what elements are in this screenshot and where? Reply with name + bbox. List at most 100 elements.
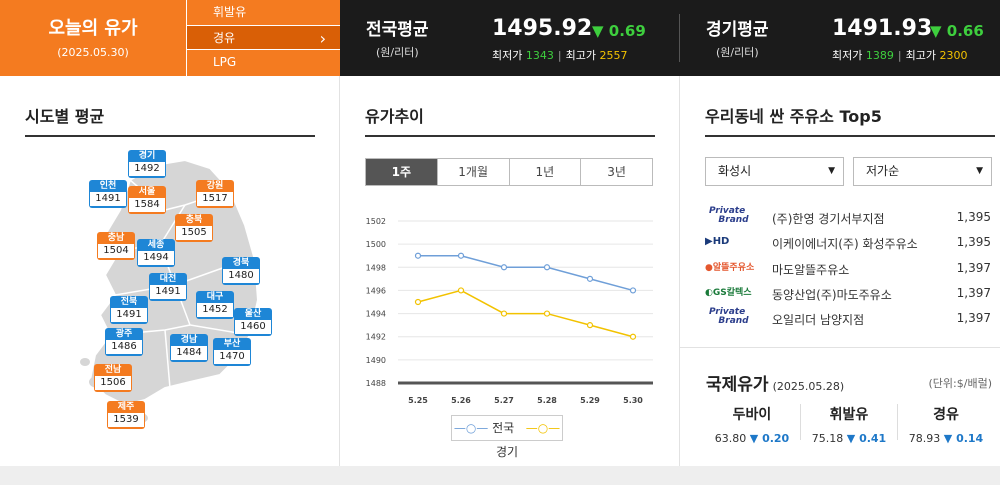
y-tick-label: 1498	[366, 263, 386, 272]
region-name: 충북	[185, 215, 203, 225]
data-point	[629, 287, 637, 294]
hd-hyundai-logo: ▶HD	[705, 236, 730, 247]
fuel-menu-item-gasoline[interactable]: 휘발유	[187, 0, 340, 25]
oil-change: ▼ 0.14	[943, 432, 984, 445]
station-name: 마도알뜰주유소	[772, 263, 850, 277]
region-value: 1491	[90, 192, 126, 206]
region-name: 제주	[117, 402, 135, 412]
region-name: 전남	[104, 365, 122, 375]
oil-change: ▼ 0.20	[749, 432, 790, 445]
region-badge-gwangju[interactable]: 광주 1486	[105, 328, 143, 356]
region-badge-chungnam[interactable]: 충남 1504	[97, 232, 135, 260]
data-point	[457, 287, 465, 294]
top-header: 오늘의 유가 (2025.05.30) 휘발유 경유 › LPG 전국평균 (원/…	[0, 0, 1000, 76]
fuel-menu-label: 휘발유	[213, 5, 247, 19]
price-trend-chart: 1502 1500 1498 1496 1494 1492 1490 1488 5.25 5.26…	[366, 217, 653, 405]
region-badge-seoul[interactable]: 서울 1584	[128, 186, 166, 214]
station-row[interactable]: ◐GS칼텍스 동양산업(주)마도주유소 1,397	[705, 281, 991, 307]
city-select[interactable]: 화성시 ▼	[705, 157, 844, 186]
oil-change: ▼ 0.41	[846, 432, 887, 445]
region-badge-busan[interactable]: 부산 1470	[213, 338, 251, 366]
station-row[interactable]: Private Brand 오일리더 남양지점 1,397	[705, 306, 991, 332]
region-value: 1491	[111, 308, 147, 322]
region-name: 인천	[99, 181, 117, 191]
region-value: 1492	[129, 162, 165, 176]
max-label: 최고가	[565, 49, 596, 62]
intl-title: 국제유가 (2025.05.28)	[706, 370, 844, 395]
intl-title-text: 국제유가	[706, 375, 769, 395]
region-name: 대전	[159, 274, 177, 284]
national-label: 전국평균	[366, 20, 429, 40]
x-tick-label: 5.25	[408, 396, 428, 405]
sort-select[interactable]: 저가순 ▼	[853, 157, 992, 186]
region-value: 1494	[138, 251, 174, 265]
region-value: 1470	[214, 350, 250, 364]
header-divider	[679, 14, 680, 62]
region-badge-daejeon[interactable]: 대전 1491	[149, 273, 187, 301]
station-name: 이케이에너지(주) 화성주유소	[772, 237, 918, 251]
region-name: 충남	[107, 233, 125, 243]
region-name: 서울	[138, 187, 156, 197]
top5-title: 우리동네 싼 주유소 Top5	[705, 107, 882, 126]
y-tick-label: 1494	[366, 310, 386, 319]
region-value: 1484	[171, 346, 207, 360]
y-tick-label: 1488	[366, 379, 386, 388]
intl-item-dubai: 두바이 63.80 ▼ 0.20	[704, 404, 800, 445]
data-point	[543, 310, 551, 317]
period-tabs: 1주 1개월 1년 3년	[365, 158, 653, 186]
station-row[interactable]: ●알뜰주유소 마도알뜰주유소 1,397	[705, 256, 991, 282]
region-value: 1506	[95, 376, 131, 390]
x-tick-label: 5.28	[537, 396, 557, 405]
today-date: (2025.05.30)	[57, 46, 129, 59]
fuel-menu-item-diesel[interactable]: 경유 ›	[187, 25, 340, 50]
tab-1year[interactable]: 1년	[510, 159, 582, 185]
x-tick-label: 5.29	[580, 396, 600, 405]
region-badge-gangwon[interactable]: 강원 1517	[196, 180, 234, 208]
min-label: 최저가	[832, 49, 863, 62]
footer-bar	[0, 466, 1000, 485]
intl-date: (2025.05.28)	[772, 380, 845, 393]
station-row[interactable]: ▶HD 이케이에너지(주) 화성주유소 1,395	[705, 230, 991, 256]
region-badge-gyeongbuk[interactable]: 경북 1480	[222, 257, 260, 285]
region-badge-ulsan[interactable]: 울산 1460	[234, 308, 272, 336]
region-name: 경남	[180, 335, 198, 345]
region-value: 1460	[235, 320, 271, 334]
data-point	[543, 264, 551, 271]
tab-1week[interactable]: 1주	[366, 159, 438, 185]
region-badge-gyeonggi[interactable]: 경기 1492	[128, 150, 166, 178]
gyeonggi-unit: (원/리터)	[716, 46, 759, 59]
fuel-menu-item-lpg[interactable]: LPG	[187, 50, 340, 75]
region-badge-jeonnam[interactable]: 전남 1506	[94, 364, 132, 392]
region-badge-jeju[interactable]: 제주 1539	[107, 401, 145, 429]
fuel-type-menu: 휘발유 경유 › LPG	[186, 0, 340, 76]
gs-caltex-logo: ◐GS칼텍스	[705, 288, 752, 298]
legend-gyeonggi-icon: —○—	[525, 421, 561, 435]
private-brand-logo: Private Brand	[709, 307, 749, 326]
min-value: 1343	[525, 49, 554, 62]
region-badge-jeonbuk[interactable]: 전북 1491	[110, 296, 148, 324]
tab-3year[interactable]: 3년	[607, 165, 626, 179]
region-name: 울산	[244, 309, 262, 319]
region-badge-chungbuk[interactable]: 충북 1505	[175, 214, 213, 242]
legend-national-icon: —○—	[453, 421, 489, 435]
tab-1month[interactable]: 1개월	[438, 159, 510, 185]
y-tick-label: 1496	[366, 286, 386, 295]
station-row[interactable]: Private Brand (주)한영 경기서부지점 1,395	[705, 205, 991, 231]
intl-item-gasoline: 휘발유 75.18 ▼ 0.41	[801, 404, 897, 445]
oil-divider	[897, 404, 898, 440]
region-badge-sejong[interactable]: 세종 1494	[137, 239, 175, 267]
series-line-national	[418, 254, 634, 292]
region-badge-gyeongnam[interactable]: 경남 1484	[170, 334, 208, 362]
data-point	[500, 264, 508, 271]
panel-divider	[679, 76, 680, 466]
region-badge-daegu[interactable]: 대구 1452	[196, 291, 234, 319]
station-name: 동양산업(주)마도주유소	[772, 288, 892, 302]
title-rule	[705, 135, 995, 137]
region-badge-incheon[interactable]: 인천 1491	[89, 180, 127, 208]
gyeonggi-minmax: 최저가 1389 | 최고가 2300	[832, 49, 968, 62]
region-name: 강원	[206, 181, 224, 191]
y-tick-label: 1490	[366, 356, 386, 365]
fuel-menu-label: 경유	[213, 31, 236, 45]
dropdown-arrow-icon: ▼	[828, 166, 835, 176]
altteul-logo: ●알뜰주유소	[705, 263, 755, 273]
